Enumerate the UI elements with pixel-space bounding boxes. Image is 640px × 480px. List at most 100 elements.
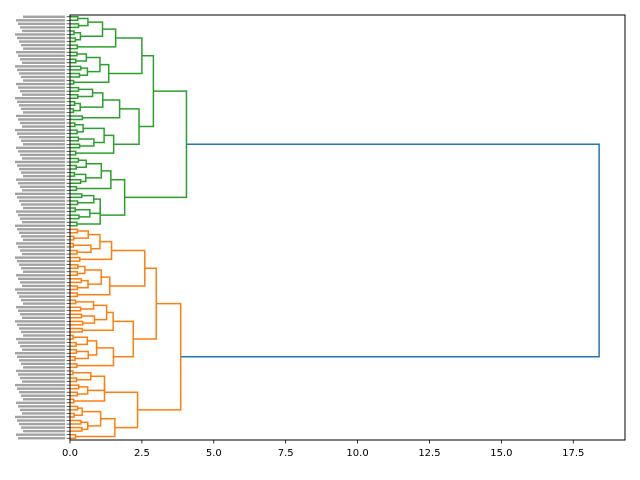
leaf-label-mark — [23, 143, 65, 146]
leaf-label-mark — [16, 242, 65, 245]
leaf-label-mark — [18, 373, 65, 376]
leaf-label-mark — [21, 394, 65, 397]
leaf-label-mark — [22, 380, 65, 383]
leaf-label-mark — [21, 362, 65, 366]
leaf-label-mark — [17, 228, 65, 231]
leaf-label-mark — [17, 164, 65, 167]
leaf-label-mark — [19, 359, 65, 362]
leaf-label-mark — [21, 139, 65, 142]
leaf-label-mark — [18, 213, 65, 217]
leaf-label-mark — [18, 245, 65, 249]
leaf-label-mark — [15, 128, 65, 132]
leaf-label-mark — [22, 189, 65, 192]
leaf-label-mark — [15, 65, 65, 68]
leaf-label-mark — [19, 199, 65, 203]
leaf-label-mark — [23, 398, 65, 401]
leaf-label-mark — [15, 192, 65, 196]
leaf-label-mark — [21, 267, 65, 270]
leaf-label-mark — [19, 295, 65, 298]
leaf-label-mark — [19, 327, 65, 330]
leaf-label-mark — [17, 68, 65, 72]
leaf-label-mark — [17, 132, 65, 135]
leaf-label-mark — [15, 97, 65, 100]
leaf-label-mark — [20, 58, 65, 61]
leaf-label-mark — [23, 302, 65, 305]
plot-background — [70, 15, 625, 440]
leaf-label-mark — [15, 224, 65, 227]
x-tick-label: 12.5 — [418, 448, 440, 459]
leaf-label-mark — [16, 146, 65, 150]
leaf-label-mark — [23, 270, 65, 273]
leaf-label-mark — [19, 263, 65, 266]
leaf-label-mark — [16, 178, 65, 181]
leaf-label-mark — [22, 61, 65, 65]
leaf-label-mark — [19, 422, 65, 426]
leaf-label-mark — [16, 305, 65, 309]
leaf-label-mark — [16, 369, 65, 373]
leaf-label-mark — [16, 401, 65, 405]
leaf-label-mark — [22, 252, 65, 256]
leaf-label-mark — [18, 86, 65, 89]
leaf-label-mark — [20, 26, 65, 29]
leaf-label-mark — [20, 121, 65, 125]
leaf-labels — [15, 15, 70, 440]
leaf-label-mark — [16, 433, 65, 436]
leaf-label-mark — [20, 408, 65, 412]
leaf-label-mark — [17, 100, 65, 103]
leaf-label-mark — [23, 111, 65, 114]
leaf-label-mark — [21, 171, 65, 174]
leaf-label-mark — [22, 93, 65, 96]
leaf-label-mark — [17, 36, 65, 40]
leaf-label-mark — [18, 341, 65, 344]
leaf-label-mark — [23, 47, 65, 50]
leaf-label-mark — [18, 118, 65, 121]
leaf-label-mark — [19, 40, 65, 43]
leaf-label-mark — [21, 298, 65, 302]
leaf-label-mark — [22, 29, 65, 33]
leaf-label-mark — [16, 19, 65, 22]
x-tick-label: 17.5 — [562, 448, 584, 459]
leaf-label-mark — [16, 337, 65, 341]
leaf-label-mark — [15, 33, 65, 36]
leaf-label-mark — [20, 281, 65, 284]
leaf-label-mark — [17, 291, 65, 295]
leaf-label-mark — [18, 182, 65, 185]
leaf-label-mark — [19, 167, 65, 171]
dendrogram-link — [180, 143, 600, 358]
leaf-label-mark — [18, 309, 65, 312]
leaf-label-mark — [18, 22, 65, 26]
x-tick-label: 0.0 — [62, 448, 78, 459]
x-axis: 0.0 2.5 5.0 7.5 10.0 12.5 15.0 17.5 — [62, 440, 584, 459]
leaf-label-mark — [20, 185, 65, 188]
leaf-label-mark — [22, 348, 65, 351]
leaf-label-mark — [20, 217, 65, 220]
x-tick-label: 15.0 — [490, 448, 512, 459]
leaf-label-mark — [15, 415, 65, 419]
leaf-label-mark — [15, 383, 65, 387]
leaf-label-mark — [23, 429, 65, 433]
x-tick-label: 7.5 — [278, 448, 294, 459]
leaf-label-mark — [16, 82, 65, 86]
leaf-label-mark — [16, 50, 65, 54]
leaf-label-mark — [23, 366, 65, 369]
plot-frame — [69, 14, 626, 441]
leaf-label-mark — [23, 79, 65, 82]
leaf-label-mark — [23, 174, 65, 178]
leaf-label-mark — [22, 316, 65, 320]
leaf-label-mark — [16, 274, 65, 277]
leaf-label-mark — [20, 89, 65, 93]
leaf-label-mark — [20, 376, 65, 380]
leaf-label-mark — [22, 412, 65, 415]
leaf-label-mark — [17, 387, 65, 390]
leaf-label-mark — [21, 107, 65, 111]
leaf-label-mark — [21, 426, 65, 429]
leaf-label-mark — [20, 344, 65, 348]
leaf-label-mark — [22, 157, 65, 160]
leaf-label-mark — [15, 320, 65, 323]
leaf-label-mark — [23, 206, 65, 210]
leaf-label-mark — [17, 419, 65, 422]
x-tick-label: 5.0 — [206, 448, 222, 459]
leaf-label-mark — [19, 231, 65, 235]
leaf-label-mark — [15, 288, 65, 291]
